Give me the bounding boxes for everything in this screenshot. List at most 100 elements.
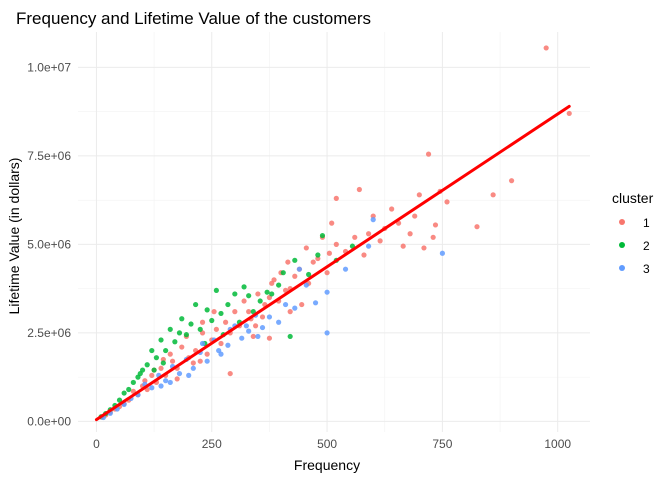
point-cluster-1 (400, 243, 406, 249)
point-cluster-1 (211, 309, 217, 315)
point-cluster-1 (430, 234, 436, 240)
point-cluster-3 (246, 328, 252, 334)
point-cluster-1 (432, 222, 439, 228)
point-cluster-3 (176, 370, 183, 377)
point-cluster-1 (285, 259, 291, 265)
point-cluster-3 (149, 385, 155, 391)
point-cluster-2 (264, 289, 270, 295)
point-cluster-2 (204, 307, 210, 313)
point-cluster-1 (326, 250, 332, 256)
x-tick-label: 1000 (544, 437, 571, 451)
point-cluster-1 (246, 309, 252, 315)
point-cluster-1 (333, 241, 339, 247)
point-cluster-3 (243, 323, 249, 329)
legend-label-1: 1 (643, 216, 650, 230)
point-cluster-2 (172, 339, 178, 345)
point-cluster-1 (421, 245, 427, 251)
point-cluster-1 (412, 213, 418, 219)
legend-key-3 (619, 265, 625, 271)
point-cluster-1 (407, 231, 413, 237)
point-cluster-3 (199, 340, 206, 347)
point-cluster-1 (490, 192, 496, 198)
point-cluster-2 (269, 291, 275, 297)
point-cluster-1 (389, 206, 395, 212)
point-cluster-1 (329, 220, 335, 226)
point-cluster-1 (566, 110, 572, 117)
point-cluster-1 (416, 192, 422, 198)
chart-title: Frequency and Lifetime Value of the cust… (16, 9, 371, 28)
point-cluster-3 (190, 365, 196, 371)
point-cluster-3 (204, 358, 210, 364)
point-cluster-1 (266, 335, 273, 341)
point-cluster-2 (209, 317, 215, 324)
point-cluster-3 (167, 379, 173, 386)
point-cluster-3 (365, 243, 372, 249)
point-cluster-1 (292, 273, 298, 279)
point-cluster-2 (276, 282, 282, 288)
minor-gridlines (78, 32, 590, 432)
legend-label-2: 2 (643, 239, 650, 253)
point-cluster-2 (126, 386, 132, 393)
point-cluster-2 (176, 330, 183, 336)
point-cluster-3 (239, 335, 245, 341)
y-tick-label: 0.0e+00 (27, 414, 71, 428)
point-cluster-1 (169, 358, 176, 364)
x-axis-ticks: 0 250 500 750 1000 (93, 437, 571, 451)
point-cluster-2 (306, 271, 312, 278)
point-cluster-1 (271, 277, 277, 283)
legend-key-2 (619, 242, 625, 248)
point-cluster-3 (303, 282, 309, 288)
point-cluster-3 (439, 250, 445, 256)
point-cluster-1 (356, 186, 362, 193)
point-cluster-2 (149, 347, 155, 354)
point-cluster-3 (292, 305, 298, 311)
point-cluster-3 (370, 217, 376, 223)
y-tick-label: 1.0e+07 (27, 60, 71, 74)
point-cluster-1 (199, 319, 206, 325)
point-cluster-3 (225, 342, 231, 348)
point-cluster-2 (257, 298, 263, 304)
point-cluster-3 (186, 372, 192, 378)
point-cluster-1 (255, 291, 261, 297)
point-cluster-1 (310, 259, 316, 265)
y-tick-label: 7.5e+06 (27, 149, 71, 163)
point-cluster-2 (188, 321, 194, 327)
point-cluster-1 (365, 231, 372, 237)
point-cluster-2 (144, 362, 150, 368)
x-tick-label: 750 (432, 437, 452, 451)
point-cluster-3 (324, 330, 330, 336)
point-cluster-2 (225, 301, 231, 308)
y-tick-label: 2.5e+06 (27, 326, 71, 340)
point-cluster-2 (241, 284, 247, 290)
point-cluster-1 (252, 323, 259, 329)
point-cluster-1 (287, 309, 293, 315)
x-tick-label: 500 (317, 437, 337, 451)
point-cluster-1 (543, 45, 549, 51)
y-axis-ticks: 0.0e+00 2.5e+06 5.0e+06 7.5e+06 1.0e+07 (27, 60, 71, 428)
point-cluster-3 (282, 301, 289, 308)
point-cluster-2 (179, 316, 185, 322)
major-gridlines (78, 32, 590, 432)
point-cluster-1 (227, 370, 233, 377)
point-cluster-2 (121, 390, 127, 396)
point-cluster-3 (324, 289, 330, 295)
point-cluster-1 (508, 178, 515, 184)
y-axis-label: Lifetime Value (in dollars) (6, 158, 22, 315)
point-cluster-1 (158, 365, 164, 371)
legend-title: cluster (612, 190, 654, 206)
point-cluster-2 (315, 252, 321, 258)
point-cluster-1 (218, 340, 224, 347)
point-cluster-1 (250, 333, 256, 340)
point-cluster-3 (163, 378, 169, 384)
point-cluster-1 (232, 309, 238, 315)
point-cluster-2 (319, 232, 326, 239)
point-cluster-3 (216, 347, 222, 354)
y-tick-label: 5.0e+06 (27, 237, 71, 251)
point-cluster-1 (377, 238, 383, 244)
point-cluster-2 (197, 326, 203, 332)
legend-key-1 (619, 219, 625, 225)
point-cluster-1 (190, 360, 196, 366)
point-cluster-2 (292, 257, 298, 263)
